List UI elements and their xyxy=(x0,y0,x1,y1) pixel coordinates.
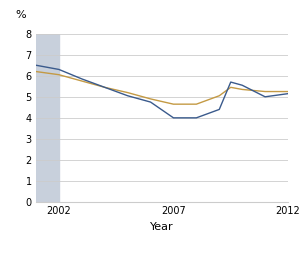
Legend: Males, Females: Males, Females xyxy=(53,258,196,259)
X-axis label: Year: Year xyxy=(150,222,174,232)
Bar xyxy=(36,34,59,202)
Text: %: % xyxy=(16,10,26,20)
